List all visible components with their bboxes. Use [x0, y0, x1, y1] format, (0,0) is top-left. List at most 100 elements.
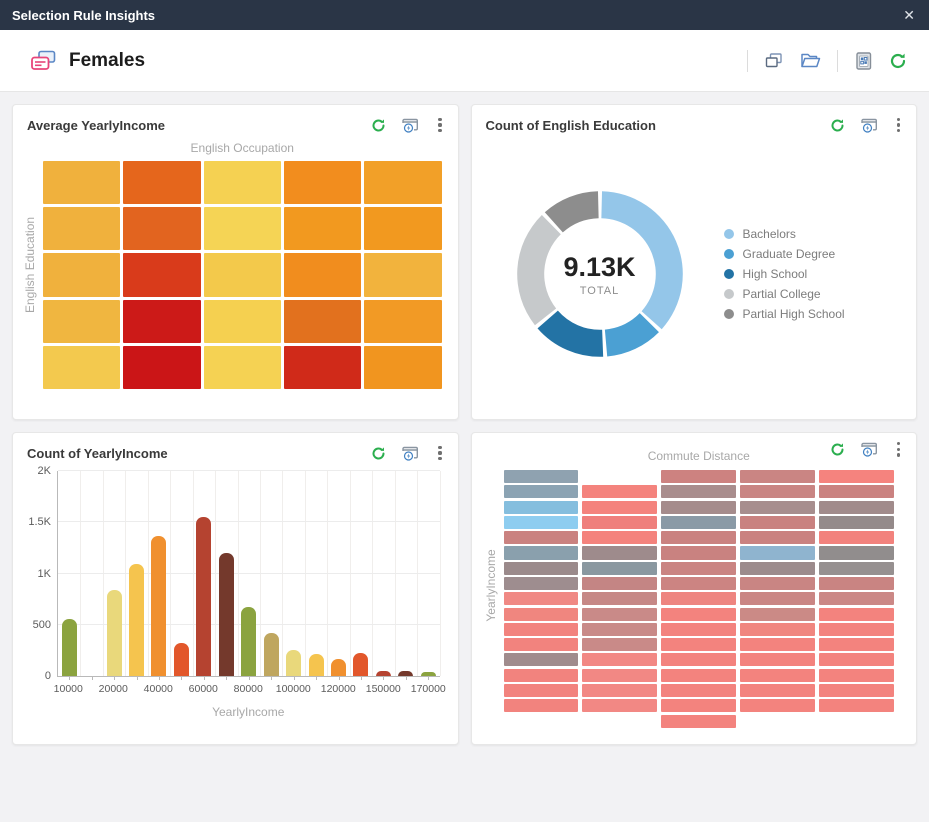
refresh-icon[interactable]: [889, 52, 907, 70]
heatmap-cell[interactable]: [661, 515, 737, 529]
bar[interactable]: [263, 633, 279, 676]
live-update-icon[interactable]: [401, 446, 419, 461]
heatmap-cell[interactable]: [503, 546, 579, 560]
heatmap-cell[interactable]: [740, 699, 816, 713]
heatmap-cell[interactable]: [740, 531, 816, 545]
heatmap-cell[interactable]: [819, 515, 894, 529]
heatmap-cell[interactable]: [661, 470, 737, 484]
heatmap-cell[interactable]: [740, 515, 816, 529]
heatmap-cell[interactable]: [819, 576, 894, 591]
heatmap-cell[interactable]: [819, 653, 894, 667]
bar[interactable]: [353, 653, 369, 676]
heatmap-cell[interactable]: [503, 592, 579, 606]
heatmap-cell[interactable]: [740, 485, 816, 499]
heatmap-cell[interactable]: [661, 699, 737, 713]
heatmap-cell[interactable]: [503, 515, 579, 529]
heatmap-cell[interactable]: [203, 299, 281, 343]
heatmap-cell[interactable]: [819, 561, 894, 575]
heatmap-cell[interactable]: [661, 653, 737, 667]
heatmap-cell[interactable]: [364, 253, 442, 297]
live-update-icon[interactable]: [860, 118, 878, 133]
more-menu-icon[interactable]: [893, 441, 904, 458]
bar[interactable]: [218, 553, 234, 676]
live-update-icon[interactable]: [401, 118, 419, 133]
heatmap-cell[interactable]: [661, 531, 737, 545]
bar[interactable]: [151, 535, 167, 676]
donut-slice[interactable]: [600, 191, 683, 330]
more-menu-icon[interactable]: [434, 445, 445, 462]
heatmap-cell[interactable]: [203, 345, 281, 389]
heatmap-cell[interactable]: [503, 485, 579, 499]
heatmap-cell[interactable]: [582, 699, 658, 713]
heatmap-cell[interactable]: [503, 500, 579, 514]
heatmap-cell[interactable]: [364, 207, 442, 251]
heatmap-cell[interactable]: [283, 299, 362, 343]
donut-slice[interactable]: [516, 215, 561, 326]
close-icon[interactable]: ✕: [903, 6, 915, 23]
heatmap-cell[interactable]: [43, 253, 121, 297]
heatmap-cell[interactable]: [740, 638, 816, 652]
heatmap-cell[interactable]: [819, 592, 894, 606]
heatmap-cell[interactable]: [503, 561, 579, 575]
donut-slice[interactable]: [604, 313, 659, 357]
heatmap-cell[interactable]: [661, 546, 737, 560]
heatmap-cell[interactable]: [123, 345, 201, 389]
heatmap-cell[interactable]: [203, 161, 281, 205]
heatmap-cell[interactable]: [661, 500, 737, 514]
heatmap-cell[interactable]: [740, 683, 816, 698]
heatmap-cell[interactable]: [819, 546, 894, 560]
heatmap-cell[interactable]: [123, 161, 201, 205]
duplicate-icon[interactable]: [764, 51, 784, 70]
heatmap-cell[interactable]: [819, 607, 894, 621]
dashboard-grid-icon[interactable]: [854, 51, 873, 71]
heatmap-cell[interactable]: [123, 207, 201, 251]
heatmap-cell[interactable]: [819, 638, 894, 652]
bar[interactable]: [61, 618, 77, 676]
heatmap-cell[interactable]: [582, 638, 658, 652]
refresh-icon[interactable]: [830, 442, 845, 457]
legend-item[interactable]: High School: [723, 267, 845, 281]
heatmap-cell[interactable]: [740, 592, 816, 606]
heatmap-cell[interactable]: [503, 683, 579, 698]
heatmap-cell[interactable]: [582, 683, 658, 698]
legend-item[interactable]: Graduate Degree: [723, 247, 845, 261]
heatmap-cell[interactable]: [123, 253, 201, 297]
heatmap-cell[interactable]: [819, 531, 894, 545]
heatmap-cell[interactable]: [503, 531, 579, 545]
more-menu-icon[interactable]: [893, 117, 904, 134]
heatmap-cell[interactable]: [283, 345, 362, 389]
bar[interactable]: [196, 516, 212, 676]
heatmap-cell[interactable]: [740, 500, 816, 514]
heatmap-cell[interactable]: [283, 161, 362, 205]
heatmap-cell[interactable]: [582, 653, 658, 667]
bar[interactable]: [420, 671, 436, 676]
heatmap-cell[interactable]: [740, 653, 816, 667]
heatmap-cell[interactable]: [819, 699, 894, 713]
heatmap-cell[interactable]: [503, 576, 579, 591]
heatmap-cell[interactable]: [203, 207, 281, 251]
heatmap-cell[interactable]: [819, 470, 894, 484]
bar[interactable]: [286, 649, 302, 676]
heatmap-cell[interactable]: [364, 299, 442, 343]
heatmap-cell[interactable]: [740, 576, 816, 591]
heatmap-cell[interactable]: [661, 714, 737, 728]
heatmap-cell[interactable]: [43, 207, 121, 251]
heatmap-cell[interactable]: [661, 683, 737, 698]
heatmap-cell[interactable]: [661, 592, 737, 606]
heatmap-cell[interactable]: [582, 485, 658, 499]
heatmap-cell[interactable]: [503, 607, 579, 621]
refresh-icon[interactable]: [371, 446, 386, 461]
heatmap-cell[interactable]: [503, 653, 579, 667]
legend-item[interactable]: Bachelors: [723, 227, 845, 241]
heatmap-cell[interactable]: [582, 546, 658, 560]
heatmap-cell[interactable]: [661, 622, 737, 636]
heatmap-cell[interactable]: [740, 546, 816, 560]
heatmap-cell[interactable]: [582, 531, 658, 545]
bar[interactable]: [129, 563, 145, 676]
open-folder-icon[interactable]: [800, 52, 821, 69]
heatmap-cell[interactable]: [43, 299, 121, 343]
heatmap-cell[interactable]: [283, 207, 362, 251]
heatmap-cell[interactable]: [503, 470, 579, 484]
bar[interactable]: [331, 659, 346, 676]
heatmap-cell[interactable]: [582, 622, 658, 636]
